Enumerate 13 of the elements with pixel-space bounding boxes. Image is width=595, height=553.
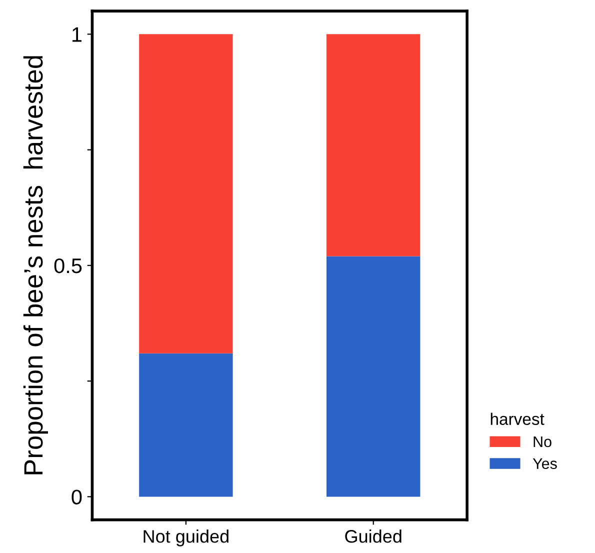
y-tick-label: 0 [72,490,82,504]
bar [139,34,233,354]
legend-label: Yes [532,458,557,470]
x-tick-label: Not guided [144,530,228,546]
legend-title: harvest [490,412,544,425]
bar [326,34,420,256]
y-tick-label: 0.5 [54,258,82,274]
legend-label: No [534,436,552,448]
bar [326,256,420,497]
bar [139,353,233,497]
y-axis-title: Proportion of bee’s nests harvested [23,56,48,474]
x-tick-label: Guided [345,530,402,543]
y-tick-label: 1 [72,27,82,42]
